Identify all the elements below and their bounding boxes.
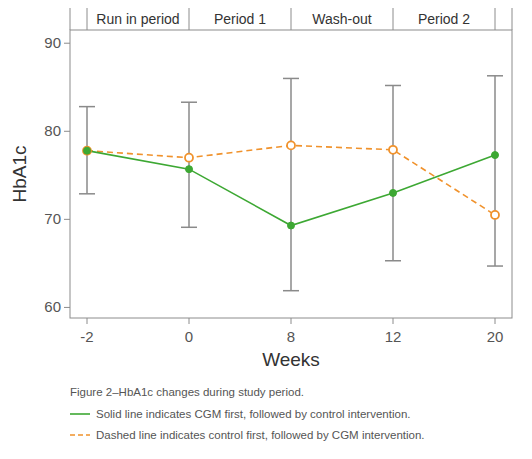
x-tick-label: 20 bbox=[487, 328, 504, 345]
x-tick bbox=[393, 318, 394, 324]
x-tick bbox=[87, 318, 88, 324]
error-bar-cap bbox=[385, 85, 401, 87]
x-tick bbox=[189, 318, 190, 324]
x-tick-label: 0 bbox=[185, 328, 193, 345]
error-bar-stem bbox=[290, 78, 292, 290]
period-label: Period 1 bbox=[214, 11, 266, 27]
series-point bbox=[390, 189, 397, 196]
legend-swatch bbox=[70, 434, 90, 436]
period-label: Period 2 bbox=[418, 11, 470, 27]
series-point bbox=[84, 147, 91, 154]
y-tick-label: 70 bbox=[44, 210, 61, 227]
error-bar-cap bbox=[181, 101, 197, 103]
error-bar bbox=[181, 102, 197, 227]
error-bar-cap bbox=[283, 78, 299, 80]
chart: Run in period Period 1 Wash-out Period 2 60 7… bbox=[0, 0, 532, 459]
error-bar-cap bbox=[487, 265, 503, 267]
series-point bbox=[83, 147, 91, 155]
error-bar-cap bbox=[79, 106, 95, 108]
y-tick bbox=[64, 219, 70, 220]
error-bar-stem bbox=[392, 85, 394, 260]
error-bar bbox=[487, 76, 503, 266]
period-label: Wash-out bbox=[312, 11, 372, 27]
legend-swatch bbox=[70, 413, 90, 415]
series-point bbox=[491, 211, 499, 219]
plot-area bbox=[79, 76, 503, 291]
error-bar bbox=[385, 85, 401, 260]
x-tick-label: 12 bbox=[385, 328, 402, 345]
y-tick-label: 80 bbox=[44, 122, 61, 139]
period-separator bbox=[189, 8, 190, 30]
y-axis-label: HbA1c bbox=[9, 145, 30, 202]
caption: Figure 2–HbA1c changes during study peri… bbox=[70, 386, 304, 398]
error-bar-cap bbox=[79, 193, 95, 195]
legend-label: Dashed line indicates control first, fol… bbox=[96, 429, 425, 441]
error-bar bbox=[79, 107, 95, 194]
plot-frame bbox=[70, 30, 512, 318]
series-point bbox=[287, 141, 295, 149]
period-separator bbox=[495, 8, 496, 30]
legend-label: Solid line indicates CGM first, followed… bbox=[96, 408, 410, 420]
series-point bbox=[389, 146, 397, 154]
x-tick bbox=[291, 318, 292, 324]
header-border bbox=[70, 8, 71, 30]
error-bar-stem bbox=[494, 76, 496, 266]
y-tick bbox=[64, 307, 70, 308]
period-separator bbox=[87, 8, 88, 30]
header-border bbox=[512, 8, 513, 30]
x-axis-label: Weeks bbox=[262, 349, 320, 370]
error-bar-stem bbox=[188, 102, 190, 227]
series-point bbox=[186, 166, 193, 173]
error-bar-cap bbox=[181, 227, 197, 229]
period-separator bbox=[393, 8, 394, 30]
y-tick-label: 90 bbox=[44, 34, 61, 51]
series-point bbox=[492, 152, 499, 159]
x-tick-label: 8 bbox=[287, 328, 295, 345]
error-bar-cap bbox=[385, 260, 401, 262]
series-line bbox=[87, 145, 495, 215]
series-line bbox=[87, 151, 495, 226]
x-tick bbox=[495, 318, 496, 324]
y-tick-label: 60 bbox=[44, 298, 61, 315]
series-point bbox=[288, 222, 295, 229]
y-tick bbox=[64, 43, 70, 44]
error-bar-cap bbox=[283, 290, 299, 292]
period-label: Run in period bbox=[96, 11, 179, 27]
period-separator bbox=[291, 8, 292, 30]
error-bar bbox=[283, 78, 299, 290]
x-tick-label: -2 bbox=[80, 328, 93, 345]
y-tick bbox=[64, 131, 70, 132]
series-point bbox=[185, 154, 193, 162]
error-bar-cap bbox=[487, 75, 503, 77]
